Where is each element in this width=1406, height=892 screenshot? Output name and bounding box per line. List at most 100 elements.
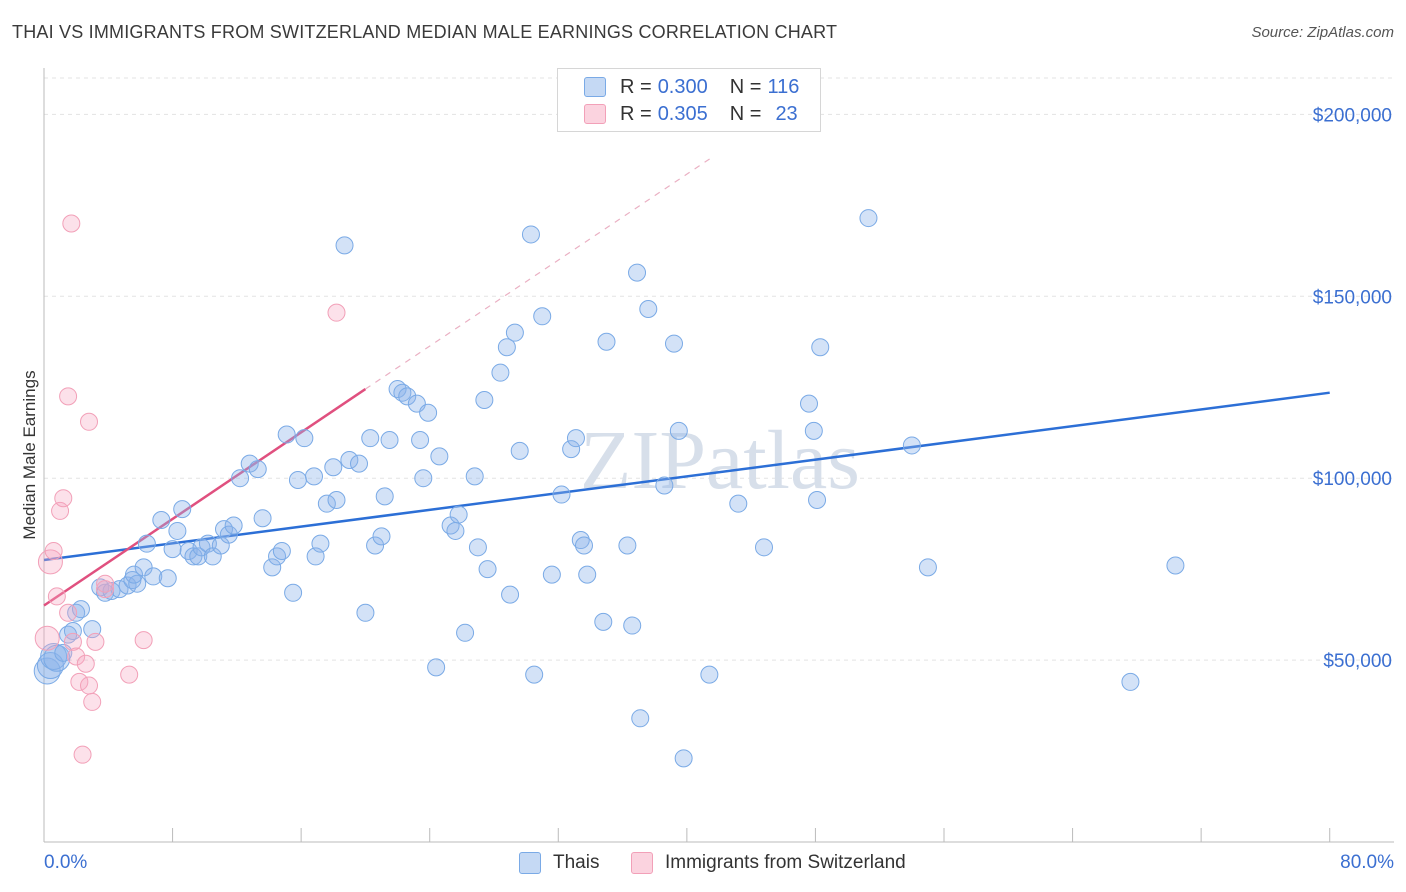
swiss-n-label: N = [729,102,762,125]
thais-point [380,430,399,449]
bottom-legend-thais: Thais [519,852,599,874]
swiss-point [134,631,153,650]
thais-point [361,429,380,448]
thais-point [597,332,616,351]
thais-point [388,380,407,399]
thais-point [340,451,359,469]
y-tick-label: $100,000 [1313,469,1392,490]
swiss-point [54,489,73,508]
y-tick-label: $50,000 [1323,651,1392,672]
thais-point [631,709,650,728]
swiss-point [76,654,95,673]
swiss-point [80,412,98,431]
swiss-point [83,692,102,711]
swiss-point [327,303,346,322]
swiss-point [37,549,63,575]
swiss-r-value: 0.305 [657,102,708,125]
thais-point [248,460,267,479]
thais-point [700,665,719,684]
legend-row-swiss: R = 0.305 N = 23 [584,103,798,125]
y-tick-label: $200,000 [1313,105,1392,126]
thais-point [419,403,438,422]
thais-point [224,516,243,535]
thais-point [808,491,827,510]
thais-point [618,536,637,555]
thais-n-label: N = [729,75,762,98]
thais-point [263,558,282,577]
thais-point [134,558,153,577]
thais-point [268,547,287,566]
thais-point [918,558,937,577]
swiss-point [73,745,92,764]
thais-point [669,421,688,440]
thais-point [168,521,187,540]
thais-point [623,616,642,635]
swiss-point [59,603,78,622]
thais-point [430,447,449,466]
thais-point [902,436,921,455]
swiss-point [120,665,139,684]
swiss-point [96,574,115,593]
gridlines [44,77,1394,661]
swiss-point [34,625,60,651]
thais-point [571,531,590,550]
y-tick-label: $150,000 [1313,287,1392,308]
thais-point [288,471,307,490]
thais-point [468,538,487,557]
thais-point [1166,556,1185,575]
thais-point [639,300,658,319]
thais-trend-line [43,391,1330,562]
swiss-point [59,387,78,406]
thais-point [578,565,597,584]
swiss-point [80,676,98,695]
thais-point [284,583,303,602]
thais-point [575,536,593,555]
swiss-r-label: R = [620,102,652,125]
thais-point [566,429,585,448]
thais-point [277,425,296,444]
thais-point [350,454,368,473]
swiss-point [86,632,105,651]
thais-point [427,658,446,677]
thais-point [478,560,497,579]
thais-point [497,338,516,357]
thais-point [335,236,354,255]
swiss-legend-label: Immigrants from Switzerland [665,852,906,873]
swiss-point [67,647,86,666]
thais-point [253,509,272,528]
thais-point [163,540,182,559]
thais-point [491,363,510,382]
thais-point [665,334,683,353]
x-tick-label-max: 80.0% [1340,852,1394,873]
thais-point [366,536,385,555]
swiss-point [44,541,63,560]
thais-point [542,565,561,584]
thais-point [324,458,343,477]
thais-point [562,440,581,459]
trend-lines [43,157,1330,607]
thais-point [158,569,177,588]
tick-labels: $50,000 $100,000 $150,000 $200,000 0.0% 80.0% [44,105,1394,873]
thais-r-label: R = [620,75,652,98]
thais-point [729,494,748,513]
thais-point [525,665,544,684]
x-tick-label-min: 0.0% [44,852,87,873]
swiss-legend-swatch [631,852,653,874]
bottom-legend-swiss: Immigrants from Switzerland [631,852,906,874]
thais-r-value: 0.300 [657,75,708,98]
thais-point [628,263,647,282]
swiss-point [96,580,115,599]
thais-point [125,565,143,584]
thais-point [594,612,613,631]
thais-point [449,505,468,524]
swiss-point [47,587,66,606]
thais-point [305,467,323,486]
swiss-point [62,214,81,233]
thais-point [372,527,391,546]
thais-point [811,338,830,357]
thais-point [411,430,430,449]
thais-point [219,525,238,544]
thais-point [375,487,394,506]
thais-point [655,476,674,495]
thais-point [510,441,529,460]
